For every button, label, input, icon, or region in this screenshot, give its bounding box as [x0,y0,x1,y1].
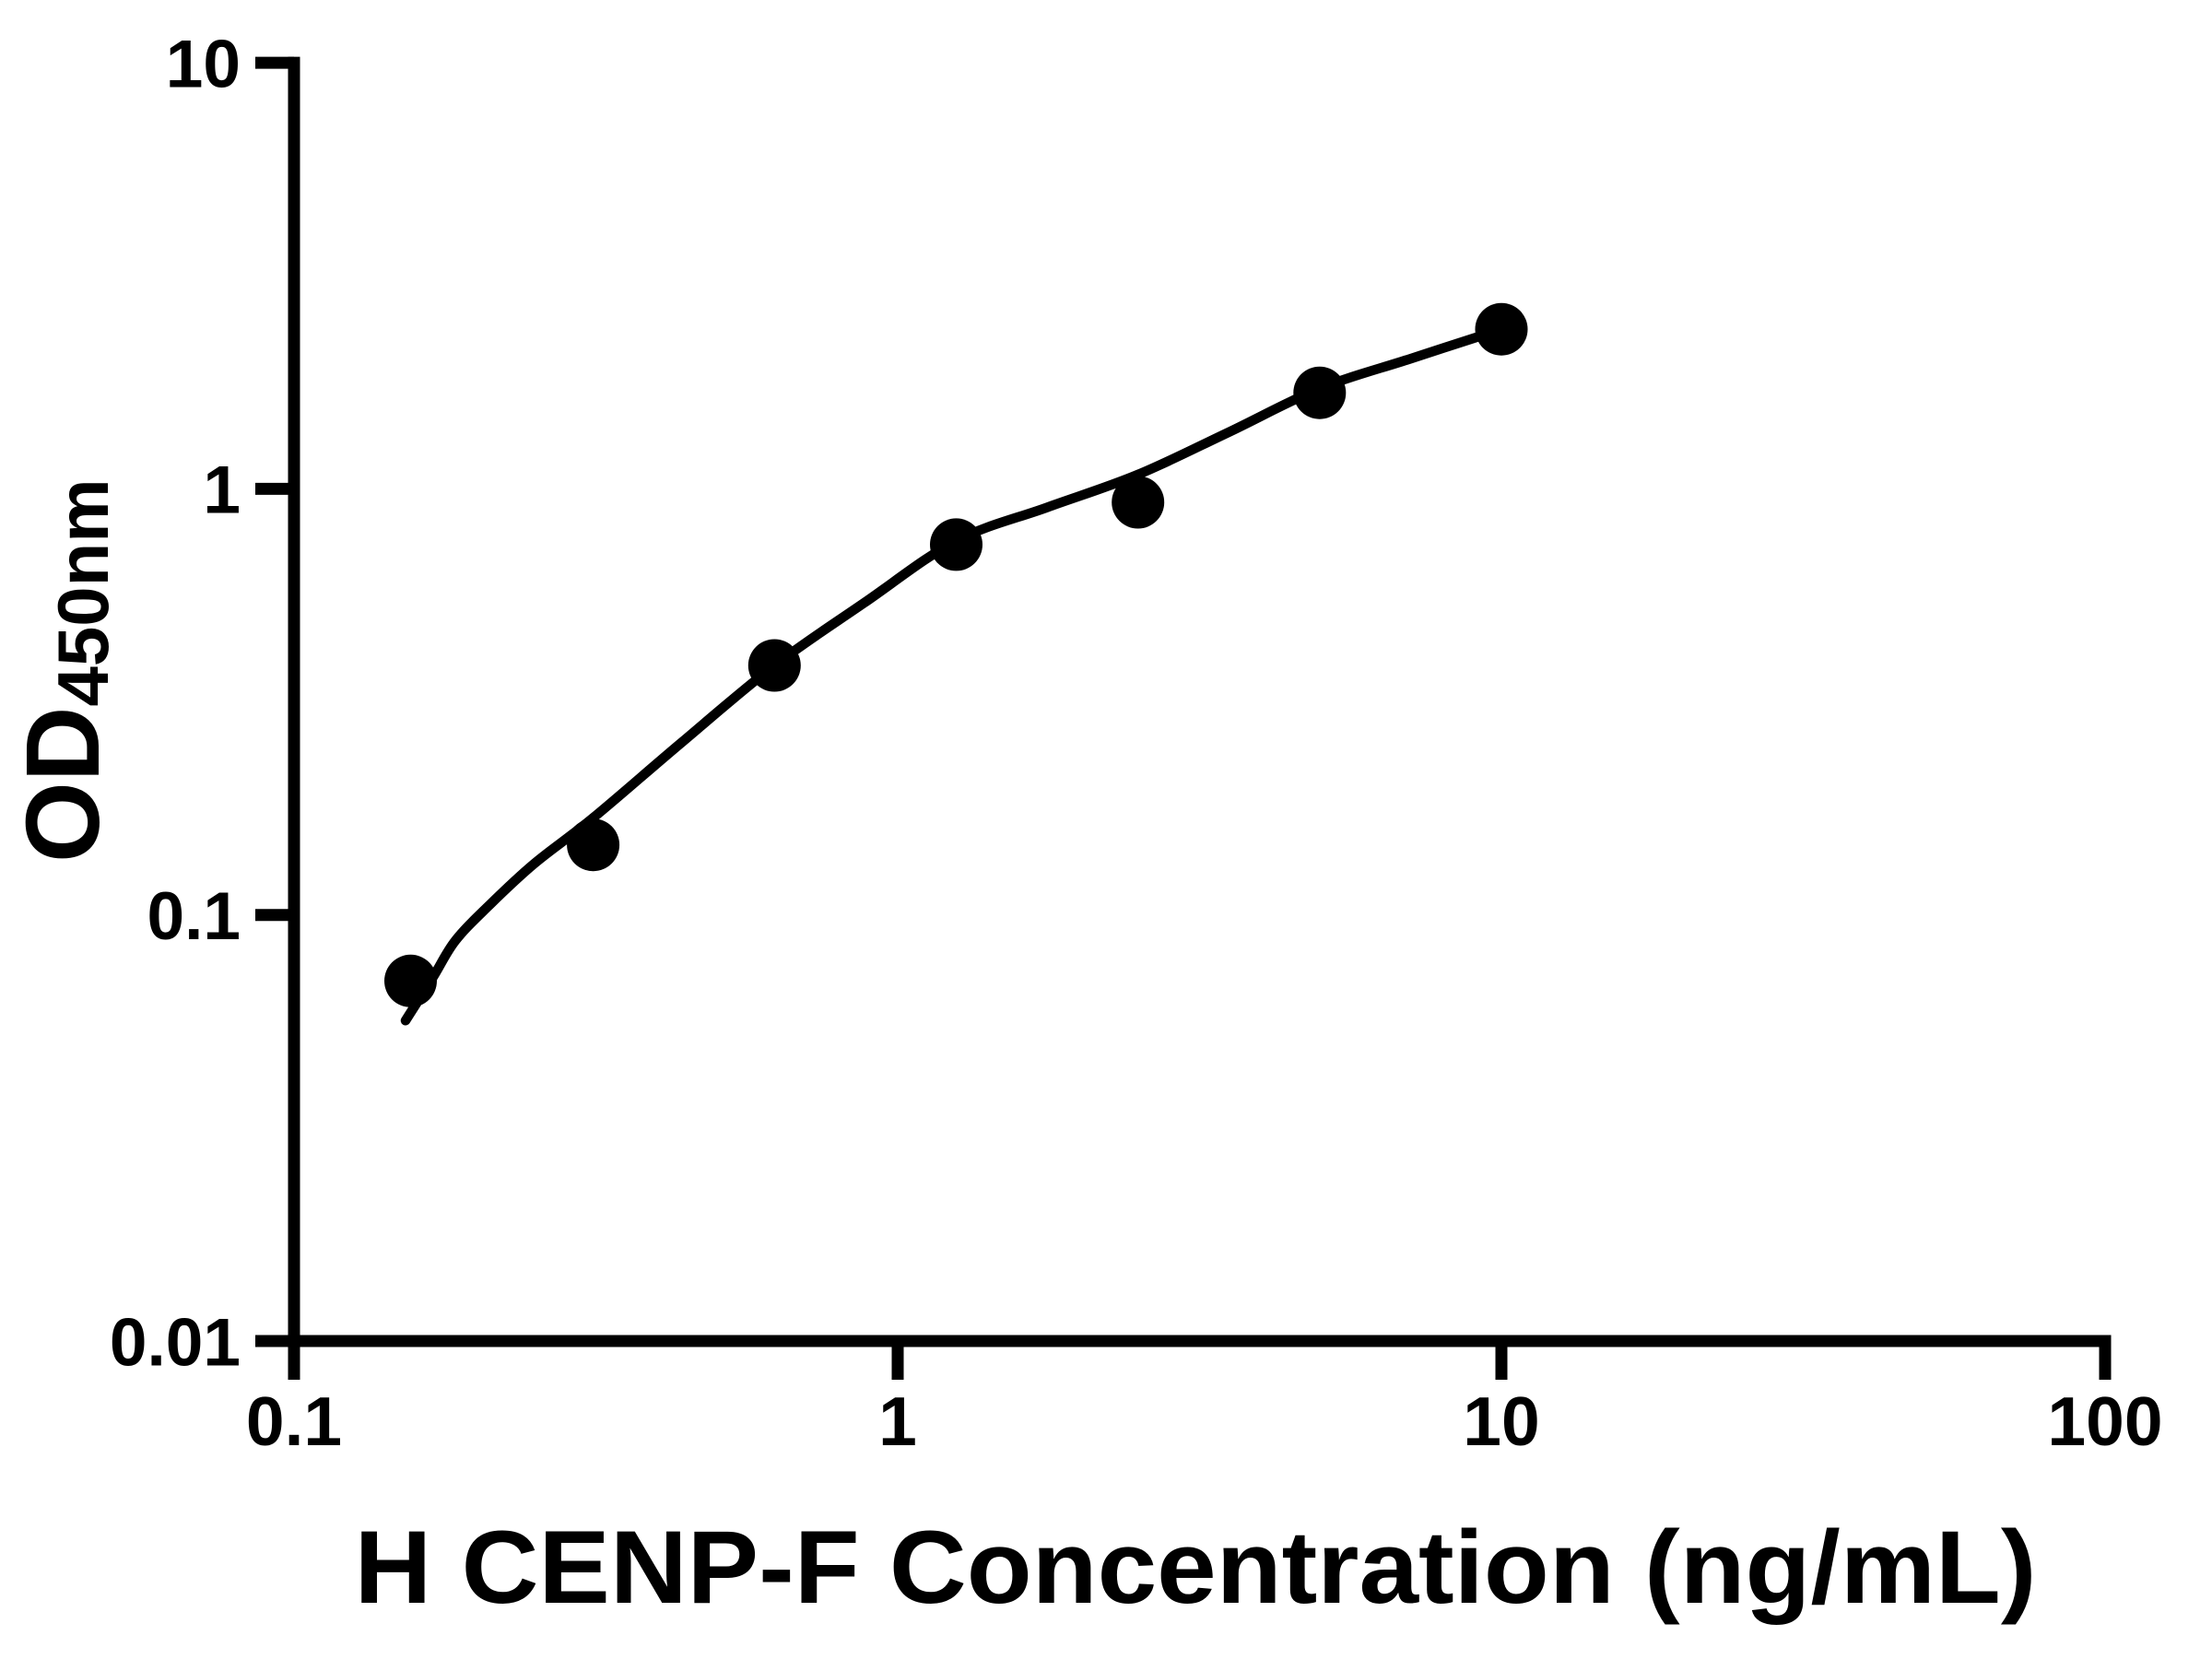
y-tick-label: 0.1 [147,879,241,954]
data-point-marker [1475,302,1528,356]
data-point-marker [747,639,801,692]
x-axis-title: H CENP-F Concentration (ng/mL) [355,1510,2037,1625]
y-axis-title-main: OD [5,707,121,864]
y-tick-label: 0.01 [110,1305,241,1380]
x-tick-label: 1 [878,1382,917,1460]
x-tick-label: 10 [1463,1382,1539,1460]
data-point-marker [567,818,620,872]
y-axis-title-subscript: 450nm [42,478,124,706]
y-axis-title: OD450nm [5,478,124,863]
data-point-marker [930,518,982,571]
data-point-marker [384,954,437,1007]
x-tick-label: 100 [2047,1382,2162,1460]
y-tick-label: 10 [166,27,241,101]
data-point-marker [1112,476,1165,529]
x-tick-label: 0.1 [246,1382,342,1460]
y-tick-label: 1 [203,453,241,528]
data-point-marker [1293,366,1347,419]
fit-curve-line [400,324,1507,1026]
